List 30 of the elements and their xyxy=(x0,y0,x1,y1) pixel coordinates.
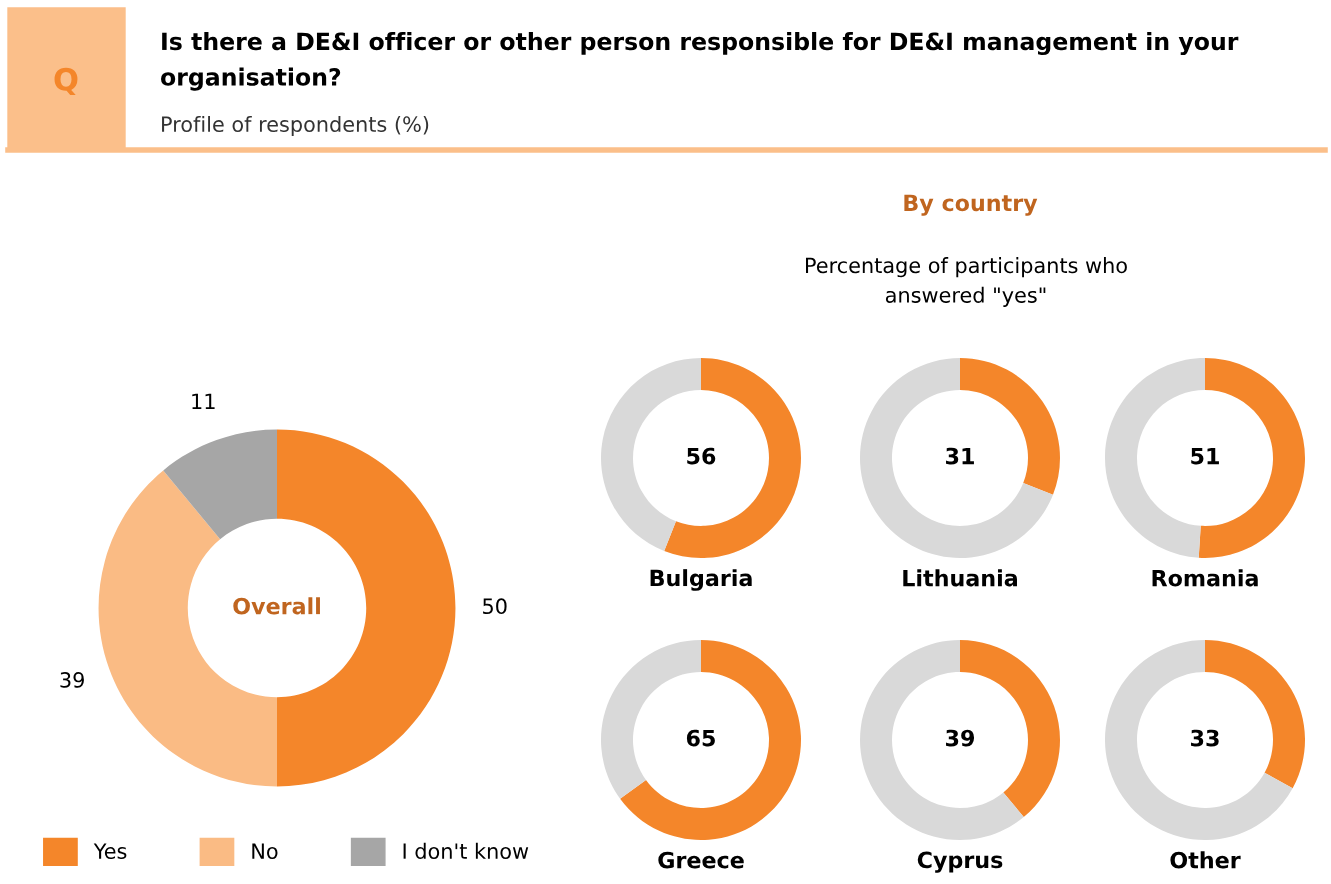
data-label: 11 xyxy=(192,393,215,409)
donut-slice xyxy=(664,358,801,558)
data-label: 39 xyxy=(60,672,84,688)
text: Other xyxy=(1170,851,1241,869)
text: Overall xyxy=(233,597,320,615)
text: Q xyxy=(54,67,78,95)
legend-label: No xyxy=(252,843,278,859)
text: Is there a DE&I officer or other person responsible for DE&I management in your organisation? xyxy=(161,32,1239,91)
data-label: 65 xyxy=(686,729,715,747)
donut-slice xyxy=(1105,640,1293,840)
chart-subtitle: Profile of respondents (%) xyxy=(162,115,429,137)
data-label: 51 xyxy=(1191,447,1219,465)
donut-slice xyxy=(860,358,1053,558)
data-label: 31 xyxy=(946,447,974,465)
legend-label: Yes xyxy=(93,843,127,859)
data-label: 39 xyxy=(946,729,975,747)
text: Bulgaria xyxy=(650,569,752,591)
data-label: 50 xyxy=(483,598,507,615)
data-label: 33 xyxy=(1191,729,1219,747)
legend-label: I don't know xyxy=(403,842,529,859)
text: Lithuania xyxy=(903,569,1017,587)
text: Greece xyxy=(658,851,744,869)
donut-slice xyxy=(163,429,277,540)
text: Cyprus xyxy=(917,851,1003,873)
text: Romania xyxy=(1152,569,1258,587)
text: Percentage of participants who answered "yes" xyxy=(806,257,1127,307)
donut-slice xyxy=(620,640,801,840)
data-label: 56 xyxy=(687,447,716,465)
donut-slice xyxy=(860,640,1024,840)
text: By country xyxy=(904,194,1038,216)
